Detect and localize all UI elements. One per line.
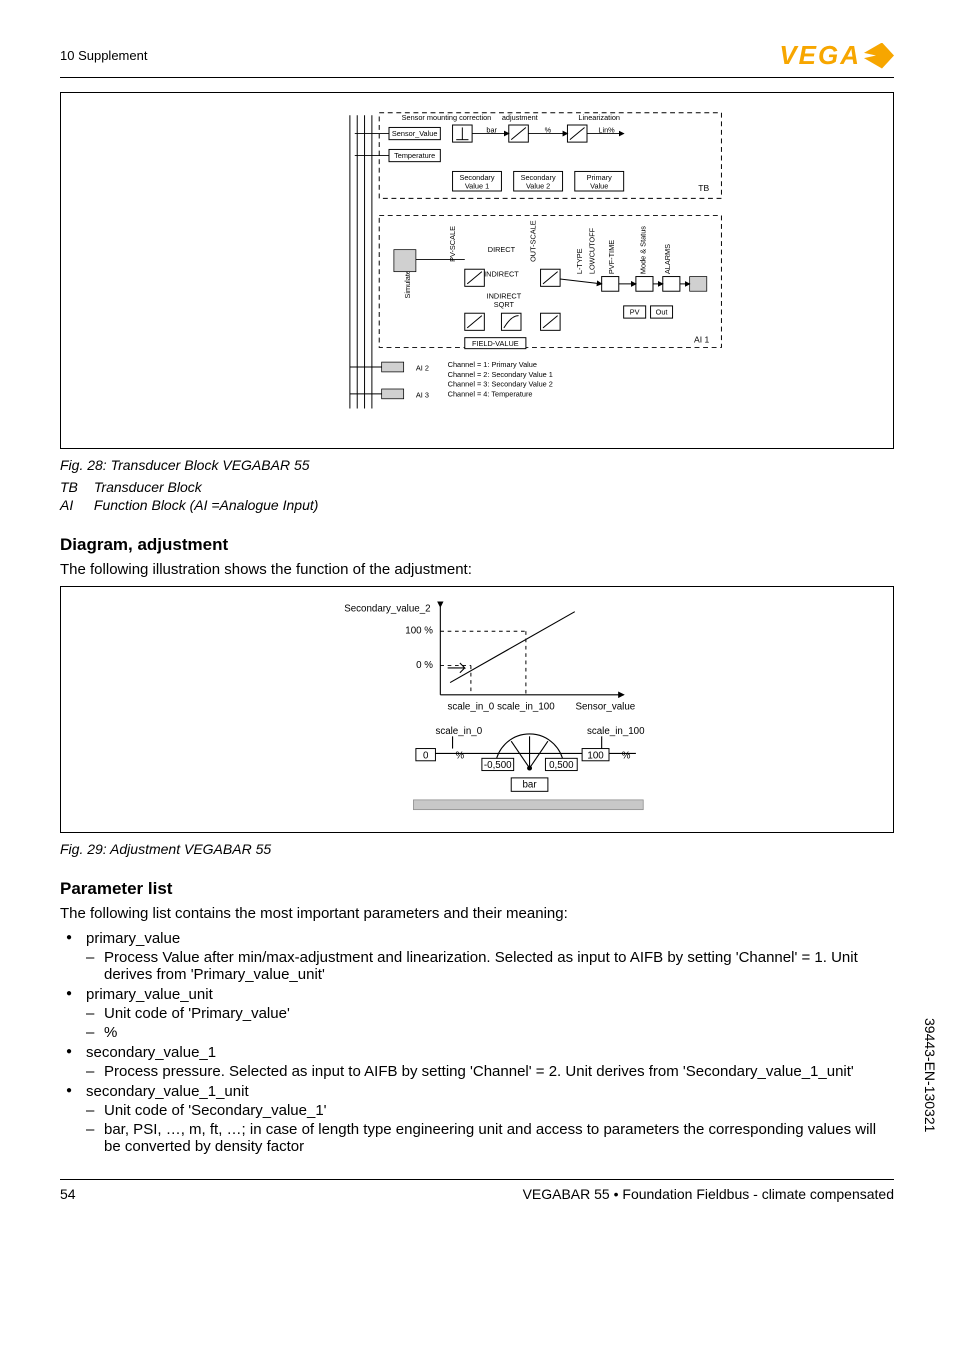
param-sub: bar, PSI, …, m, ft, …; in case of length…: [86, 1121, 894, 1155]
svg-text:SQRT: SQRT: [494, 300, 515, 309]
param-secondary-value-1: secondary_value_1 Process pressure. Sele…: [64, 1044, 894, 1080]
svg-text:OUT-SCALE: OUT-SCALE: [529, 220, 538, 262]
param-secondary-value-1-unit: secondary_value_1_unit Unit code of 'Sec…: [64, 1083, 894, 1155]
figure-29-diagram: Secondary_value_2 100 % 0 % scale_in_0 s…: [60, 586, 894, 833]
svg-text:DIRECT: DIRECT: [488, 245, 516, 254]
svg-text:Temperature: Temperature: [394, 151, 435, 160]
svg-text:PV: PV: [630, 307, 640, 316]
param-primary-value-unit: primary_value_unit Unit code of 'Primary…: [64, 986, 894, 1041]
param-sub: %: [86, 1024, 894, 1041]
svg-text:AI 1: AI 1: [694, 335, 709, 345]
svg-text:TB: TB: [698, 183, 709, 193]
param-sub: Process Value after min/max-adjustment a…: [86, 949, 894, 983]
svg-text:Linearization: Linearization: [578, 113, 620, 122]
svg-text:adjustment: adjustment: [502, 113, 538, 122]
figure-28-diagram: TB Sensor mounting correction adjustment…: [60, 92, 894, 449]
svg-text:Value 1: Value 1: [465, 182, 489, 191]
svg-text:bar: bar: [522, 780, 537, 791]
svg-text:Sensor_Value: Sensor_Value: [392, 129, 438, 138]
intro-parameters: The following list contains the most imp…: [60, 905, 894, 922]
svg-text:PVF-TIME: PVF-TIME: [607, 240, 616, 274]
parameter-list: primary_value Process Value after min/ma…: [64, 930, 894, 1155]
svg-text:0,500: 0,500: [549, 760, 574, 771]
svg-text:scale_in_100: scale_in_100: [587, 726, 645, 737]
svg-text:0 %: 0 %: [416, 660, 433, 671]
section-label: 10 Supplement: [60, 48, 147, 63]
logo-swoosh-icon: [864, 43, 894, 69]
svg-text:%: %: [545, 125, 552, 134]
svg-text:%: %: [622, 750, 631, 761]
svg-text:%: %: [456, 750, 465, 761]
legend-tb: TB Transducer Block: [60, 479, 894, 495]
svg-text:bar: bar: [486, 125, 497, 134]
svg-text:Lin%: Lin%: [598, 125, 615, 134]
intro-adjustment: The following illustration shows the fun…: [60, 561, 894, 578]
adjustment-svg: Secondary_value_2 100 % 0 % scale_in_0 s…: [71, 597, 883, 817]
svg-text:AI 2: AI 2: [416, 364, 429, 373]
heading-adjustment: Diagram, adjustment: [60, 535, 894, 555]
svg-text:ALARMS: ALARMS: [663, 244, 672, 274]
svg-text:PV-SCALE: PV-SCALE: [448, 226, 457, 262]
svg-text:Channel = 1: Primary Value: Channel = 1: Primary Value: [448, 360, 537, 369]
svg-text:AI 3: AI 3: [416, 391, 429, 400]
svg-text:LOWCUTOFF: LOWCUTOFF: [587, 227, 596, 274]
svg-text:Secondary_value_2: Secondary_value_2: [344, 604, 430, 615]
svg-text:Simulate: Simulate: [403, 270, 412, 299]
svg-text:Channel = 3: Secondary Value 2: Channel = 3: Secondary Value 2: [448, 380, 553, 389]
svg-text:Channel = 2: Secondary Value 1: Channel = 2: Secondary Value 1: [448, 370, 553, 379]
param-primary-value: primary_value Process Value after min/ma…: [64, 930, 894, 983]
figure-28-caption: Fig. 28: Transducer Block VEGABAR 55: [60, 457, 894, 473]
svg-text:scale_in_0: scale_in_0: [448, 701, 495, 712]
transducer-block-svg: TB Sensor mounting correction adjustment…: [71, 103, 883, 433]
svg-text:100 %: 100 %: [405, 626, 433, 637]
logo-text: VEGA: [779, 40, 861, 71]
param-sub: Process pressure. Selected as input to A…: [86, 1063, 894, 1080]
svg-text:Value: Value: [590, 182, 608, 191]
page-number: 54: [60, 1186, 76, 1202]
svg-text:Out: Out: [656, 307, 668, 316]
svg-text:L-TYPE: L-TYPE: [575, 248, 584, 274]
svg-text:FIELD-VALUE: FIELD-VALUE: [472, 339, 519, 348]
param-sub: Unit code of 'Secondary_value_1': [86, 1102, 894, 1119]
svg-text:INDIRECT: INDIRECT: [484, 270, 519, 279]
footer-title: VEGABAR 55 • Foundation Fieldbus - clima…: [523, 1186, 894, 1202]
document-code: 39443-EN-130321: [922, 1018, 938, 1132]
page-header: 10 Supplement VEGA: [60, 40, 894, 78]
legend-ai: AI Function Block (AI =Analogue Input): [60, 497, 894, 513]
svg-text:100: 100: [587, 750, 604, 761]
svg-text:0: 0: [423, 750, 429, 761]
svg-text:Sensor_value: Sensor_value: [575, 701, 635, 712]
page-footer: 54 VEGABAR 55 • Foundation Fieldbus - cl…: [60, 1179, 894, 1202]
svg-text:scale_in_100: scale_in_100: [497, 701, 555, 712]
svg-text:Channel = 4: Temperature: Channel = 4: Temperature: [448, 389, 533, 398]
svg-text:Mode & Status: Mode & Status: [639, 226, 648, 274]
heading-parameters: Parameter list: [60, 879, 894, 899]
svg-text:scale_in_0: scale_in_0: [435, 726, 482, 737]
figure-29-caption: Fig. 29: Adjustment VEGABAR 55: [60, 841, 894, 857]
svg-text:-0,500: -0,500: [484, 760, 512, 771]
param-sub: Unit code of 'Primary_value': [86, 1005, 894, 1022]
vega-logo: VEGA: [779, 40, 894, 71]
svg-text:Sensor mounting correction: Sensor mounting correction: [402, 113, 492, 122]
svg-text:Value 2: Value 2: [526, 182, 550, 191]
